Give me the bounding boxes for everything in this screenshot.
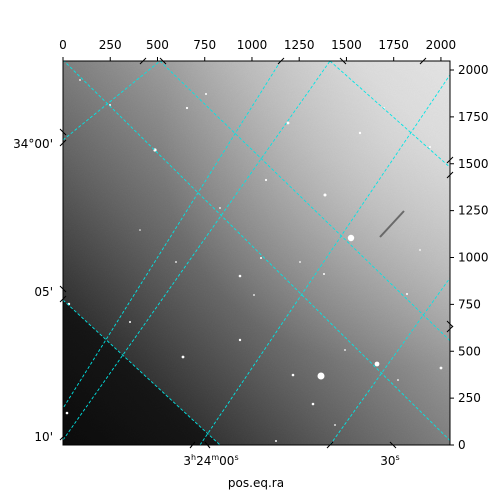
star [429, 146, 431, 148]
pixel-x-tick-label: 1000 [237, 38, 268, 52]
ra-tick-label-1: 30s [380, 453, 399, 468]
star [317, 372, 325, 380]
satellite-streak [379, 210, 405, 238]
dec-axis: 34°00' 05' 10' [13, 128, 67, 444]
ra-tick-mark [326, 441, 334, 449]
pixel-x-tick-label: 2000 [426, 38, 457, 52]
dec-tick-label-2: 10' [34, 430, 53, 444]
grid-line [63, 61, 331, 441]
star [323, 273, 325, 275]
star [334, 424, 336, 426]
star [253, 294, 255, 296]
star [286, 121, 290, 125]
dec-axis-right-marks [446, 156, 454, 333]
star [439, 366, 443, 370]
pixel-x-tick-label: 500 [146, 38, 169, 52]
star [358, 131, 362, 135]
star [65, 411, 69, 415]
star [311, 402, 315, 406]
sky-image [63, 61, 450, 445]
dec-tick-mark [59, 139, 67, 147]
grid-line [63, 299, 221, 445]
pixel-y-tick-label: 500 [458, 344, 481, 358]
coordinate-grid [63, 61, 450, 445]
dec-tick-mark [59, 295, 67, 303]
star [238, 338, 242, 342]
ra-axis-top-marks [139, 57, 427, 65]
pixel-y-tick-label: 1000 [458, 251, 489, 265]
star [238, 274, 242, 278]
grid-line [199, 74, 450, 445]
star [205, 93, 207, 95]
star [419, 249, 421, 251]
pixel-y-tick-label: 750 [458, 297, 481, 311]
ra-tick-label-0: 3h24m00s [183, 453, 238, 468]
pixel-x-tick-label: 1500 [331, 38, 362, 52]
ra-tick-mark [389, 441, 397, 449]
pixel-x-tick-label: 1750 [378, 38, 409, 52]
star [323, 193, 327, 197]
star [397, 379, 399, 381]
star [374, 361, 380, 367]
ra-axis: 3h24m00s 30s [183, 441, 400, 468]
grid-line [63, 61, 161, 141]
star [260, 257, 262, 259]
pixel-y-tick-label: 250 [458, 391, 481, 405]
pixel-y-axis: 0 250 500 750 1000 1250 1500 1750 2000 [450, 63, 489, 452]
pixel-y-tick-label: 1500 [458, 157, 489, 171]
star [175, 261, 177, 263]
star [185, 106, 189, 110]
star [299, 261, 301, 263]
grid-line [159, 61, 450, 342]
dec-tick-label-0: 34°00' [13, 137, 53, 151]
ra-tick-mark [189, 441, 196, 449]
star [344, 349, 346, 351]
star [139, 229, 141, 231]
pixel-y-tick-label: 1250 [458, 204, 489, 218]
star [264, 178, 268, 182]
star [406, 293, 408, 295]
star [347, 234, 355, 242]
star [219, 207, 221, 209]
pixel-y-tick-label: 2000 [458, 63, 489, 77]
star [181, 355, 185, 359]
star [79, 79, 81, 81]
dec-tick-mark [59, 433, 67, 441]
grid-line [329, 277, 450, 445]
pixel-x-tick-label: 1250 [284, 38, 315, 52]
dec-tick-label-1: 05' [34, 285, 53, 299]
star [291, 373, 295, 377]
x-axis-label: pos.eq.ra [228, 476, 284, 490]
grid-line [63, 61, 282, 410]
ra-tick-mark [204, 441, 211, 449]
grid-line [329, 61, 450, 168]
grid-line [63, 61, 450, 442]
star [129, 321, 131, 323]
pixel-y-tick-label: 1750 [458, 110, 489, 124]
pixel-y-tick-label: 0 [458, 438, 466, 452]
pixel-x-tick-label: 0 [59, 38, 67, 52]
stars [65, 79, 443, 442]
pixel-x-tick-label: 250 [99, 38, 122, 52]
star [275, 440, 277, 442]
dec-tick-mark [59, 285, 67, 293]
pixel-x-tick-label: 750 [193, 38, 216, 52]
pixel-x-axis: 0 250 500 750 1000 1250 1500 1750 2000 [59, 38, 456, 61]
dec-tick-mark [59, 128, 67, 136]
plot-frame [62, 60, 451, 446]
